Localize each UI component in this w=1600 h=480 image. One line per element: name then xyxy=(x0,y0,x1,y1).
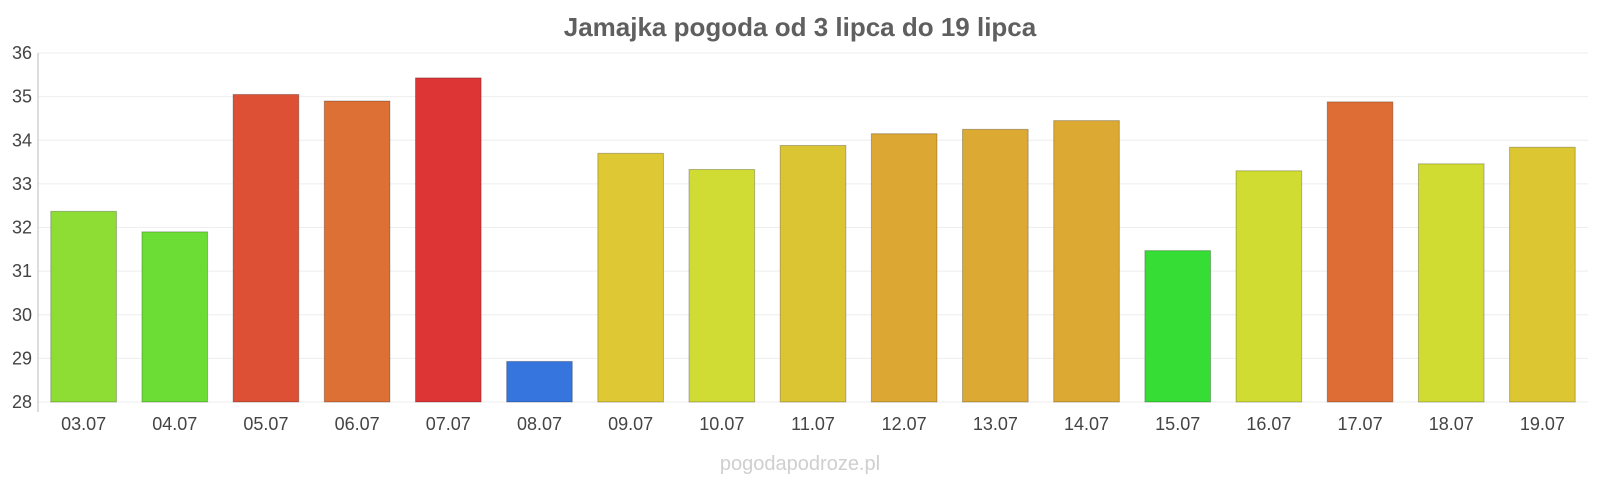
x-tick-label: 04.07 xyxy=(152,414,197,434)
y-tick-label: 31 xyxy=(12,261,32,281)
chart-title: Jamajka pogoda od 3 lipca do 19 lipca xyxy=(564,12,1037,42)
bar xyxy=(1417,163,1485,403)
x-tick-label: 17.07 xyxy=(1338,414,1383,434)
x-tick-label: 14.07 xyxy=(1064,414,1109,434)
watermark: pogodapodroze.pl xyxy=(720,453,880,475)
y-tick-label: 30 xyxy=(12,305,32,325)
bar xyxy=(323,100,391,403)
y-tick-label: 33 xyxy=(12,174,32,194)
bar xyxy=(1144,250,1212,403)
bar xyxy=(779,144,847,403)
bar xyxy=(232,93,300,403)
x-tick-label: 15.07 xyxy=(1155,414,1200,434)
bars xyxy=(50,77,1576,403)
x-tick-label: 08.07 xyxy=(517,414,562,434)
x-tick-label: 06.07 xyxy=(335,414,380,434)
y-tick-label: 34 xyxy=(12,130,32,150)
y-tick-label: 32 xyxy=(12,218,32,238)
bar xyxy=(962,128,1029,403)
bar xyxy=(1053,120,1120,403)
x-tick-label: 07.07 xyxy=(426,414,471,434)
bar xyxy=(414,77,482,403)
x-tick-label: 11.07 xyxy=(791,414,835,434)
y-axis-ticks: 28 29 30 31 32 33 34 35 36 xyxy=(12,43,32,412)
y-tick-label: 28 xyxy=(12,392,32,412)
y-tick-label: 36 xyxy=(12,43,32,63)
x-tick-label: 12.07 xyxy=(882,414,927,434)
bar xyxy=(506,360,573,403)
x-tick-label: 19.07 xyxy=(1520,414,1565,434)
bar xyxy=(1235,170,1303,403)
x-tick-label: 16.07 xyxy=(1246,414,1291,434)
x-axis-ticks: 03.07 04.07 05.07 06.07 07.07 08.07 09.07 10.07… xyxy=(61,414,1565,434)
bar xyxy=(1509,146,1576,403)
bar xyxy=(688,168,756,403)
bar xyxy=(141,231,209,403)
x-tick-label: 05.07 xyxy=(243,414,288,434)
bar xyxy=(50,210,117,403)
bar xyxy=(1326,101,1394,403)
x-tick-label: 18.07 xyxy=(1429,414,1474,434)
x-tick-label: 10.07 xyxy=(699,414,744,434)
x-tick-label: 03.07 xyxy=(61,414,106,434)
y-tick-label: 35 xyxy=(12,87,32,107)
bar xyxy=(597,152,664,403)
bar xyxy=(870,133,938,403)
x-tick-label: 13.07 xyxy=(973,414,1018,434)
x-tick-label: 09.07 xyxy=(608,414,653,434)
y-tick-label: 29 xyxy=(12,348,32,368)
